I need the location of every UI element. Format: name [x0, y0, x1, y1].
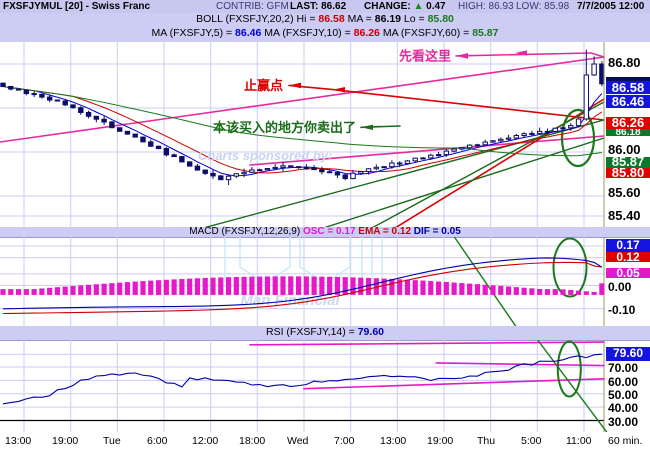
svg-text:本该买入的地方你卖出了: 本该买入的地方你卖出了 — [213, 120, 356, 135]
svg-text:先看这里: 先看这里 — [399, 49, 451, 64]
svg-text:止赢点: 止赢点 — [244, 78, 283, 93]
